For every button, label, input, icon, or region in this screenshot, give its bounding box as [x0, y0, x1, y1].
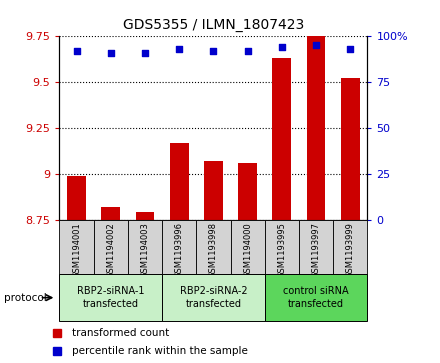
Text: GSM1193998: GSM1193998 — [209, 222, 218, 278]
Bar — [341, 78, 360, 220]
Text: RBP2-siRNA-1
transfected: RBP2-siRNA-1 transfected — [77, 286, 144, 309]
Text: transformed count: transformed count — [72, 328, 169, 338]
Point — [244, 48, 251, 54]
Text: control siRNA
transfected: control siRNA transfected — [283, 286, 349, 309]
Point — [347, 46, 354, 52]
Bar — [238, 163, 257, 220]
Bar — [162, 274, 265, 321]
Bar — [94, 220, 128, 274]
Bar — [231, 220, 265, 274]
Bar — [272, 58, 291, 220]
Bar — [265, 220, 299, 274]
Bar — [333, 220, 367, 274]
Bar — [67, 176, 86, 220]
Point — [73, 48, 80, 54]
Point — [312, 42, 319, 48]
Text: GSM1194002: GSM1194002 — [106, 222, 115, 278]
Bar — [101, 207, 120, 220]
Bar — [204, 161, 223, 220]
Text: GSM1193997: GSM1193997 — [312, 222, 321, 278]
Bar — [170, 143, 189, 220]
Point — [176, 46, 183, 52]
Text: RBP2-siRNA-2
transfected: RBP2-siRNA-2 transfected — [180, 286, 247, 309]
Text: GSM1193999: GSM1193999 — [346, 222, 355, 278]
Bar — [299, 220, 333, 274]
Point — [107, 50, 114, 56]
Text: GSM1194000: GSM1194000 — [243, 222, 252, 278]
Bar — [59, 220, 94, 274]
Bar — [59, 274, 162, 321]
Bar — [307, 36, 326, 220]
Text: protocol: protocol — [4, 293, 47, 303]
Text: GSM1194003: GSM1194003 — [140, 222, 150, 278]
Text: GSM1193995: GSM1193995 — [277, 222, 286, 278]
Bar — [128, 220, 162, 274]
Bar — [162, 220, 196, 274]
Text: GSM1193996: GSM1193996 — [175, 222, 183, 278]
Bar — [136, 212, 154, 220]
Text: GSM1194001: GSM1194001 — [72, 222, 81, 278]
Text: percentile rank within the sample: percentile rank within the sample — [72, 346, 248, 356]
Point — [141, 50, 148, 56]
Title: GDS5355 / ILMN_1807423: GDS5355 / ILMN_1807423 — [123, 19, 304, 33]
Bar — [265, 274, 367, 321]
Point — [279, 44, 286, 50]
Bar — [196, 220, 231, 274]
Point — [210, 48, 217, 54]
